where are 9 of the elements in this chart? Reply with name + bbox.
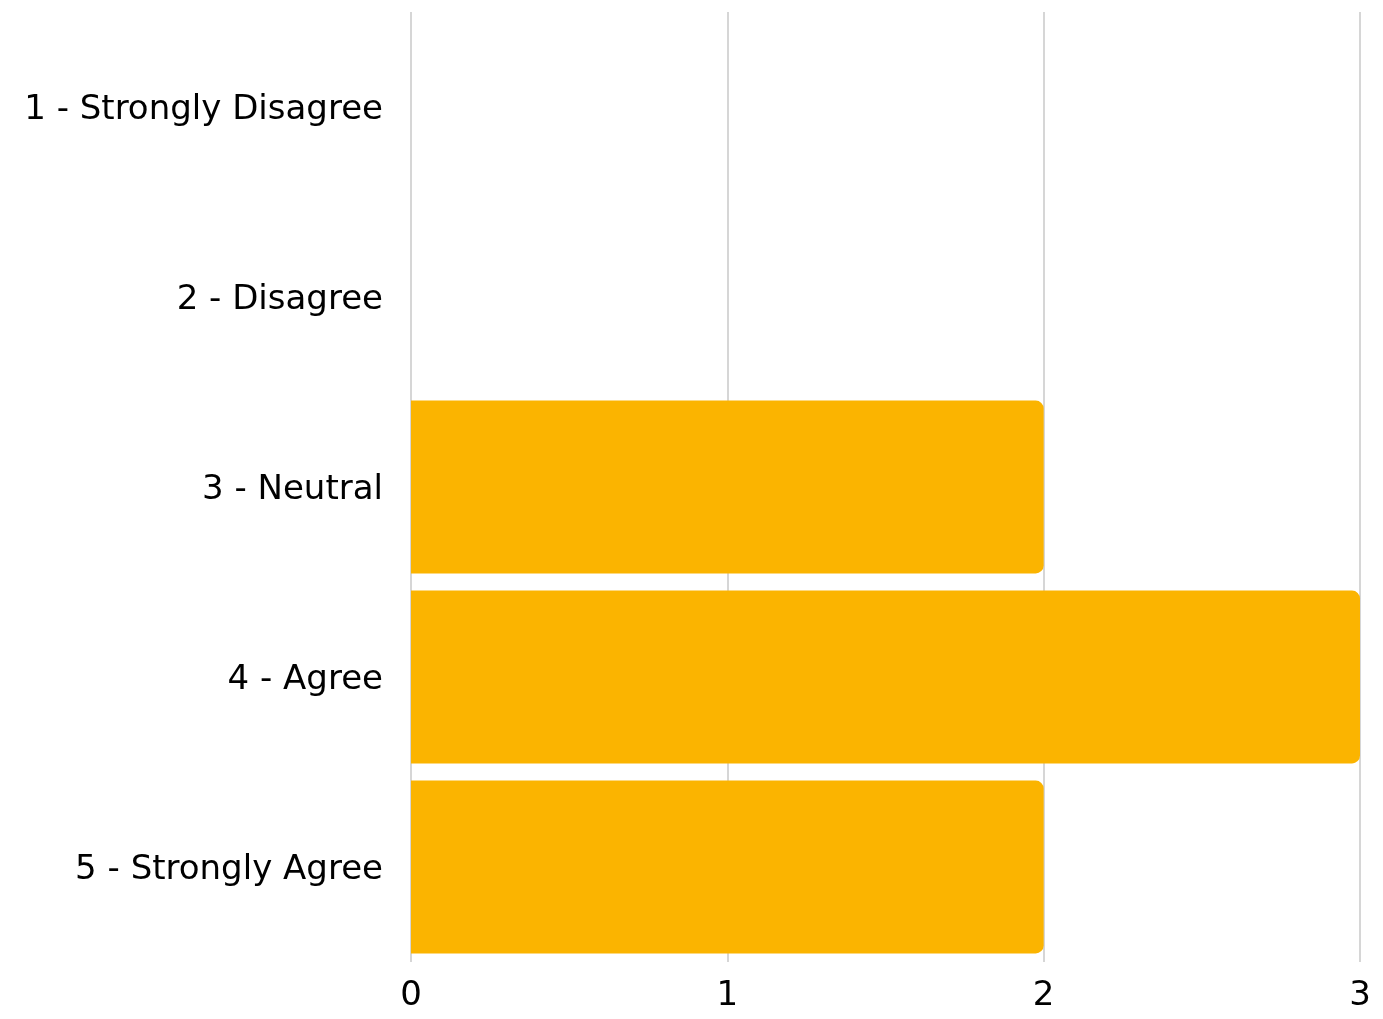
y-tick-label: 4 - Agree xyxy=(227,657,383,697)
x-tick-label: 3 xyxy=(1349,973,1371,1013)
y-tick-label: 1 - Strongly Disagree xyxy=(24,87,383,127)
x-tick-label: 1 xyxy=(716,973,739,1013)
x-tick-label: 0 xyxy=(400,973,422,1013)
y-tick-label: 5 - Strongly Agree xyxy=(75,847,383,887)
y-tick-label: 2 - Disagree xyxy=(176,277,383,317)
x-tick-label: 2 xyxy=(1032,973,1055,1013)
y-tick-label: 3 - Neutral xyxy=(201,467,383,507)
